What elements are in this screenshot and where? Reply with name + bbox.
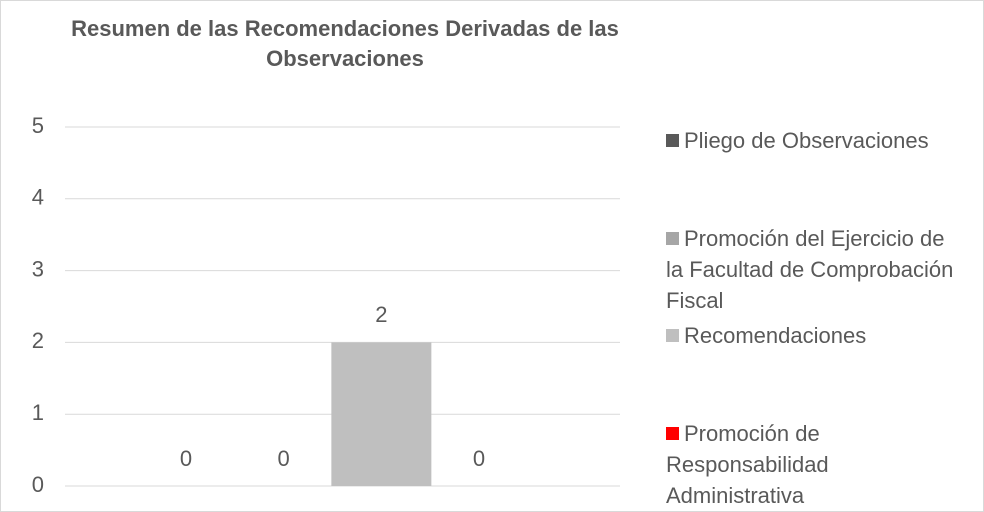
- legend-entry: Recomendaciones: [666, 320, 966, 351]
- y-tick-label: 5: [32, 113, 44, 138]
- data-label: 0: [278, 446, 290, 471]
- chart-title: Resumen de las Recomendaciones Derivadas…: [71, 16, 619, 71]
- legend-swatch: [666, 134, 679, 147]
- y-tick-label: 4: [32, 185, 44, 210]
- legend-swatch: [666, 329, 679, 342]
- y-tick-label: 1: [32, 400, 44, 425]
- data-label: 0: [180, 446, 192, 471]
- legend-entry: Promoción del Ejercicio de la Facultad d…: [666, 223, 966, 316]
- legend-entry: Pliego de Observaciones: [666, 125, 966, 156]
- y-tick-label: 2: [32, 328, 44, 353]
- y-tick-label: 0: [32, 472, 44, 497]
- legend-label: Promoción del Ejercicio de la Facultad d…: [666, 226, 954, 313]
- y-tick-label: 3: [32, 256, 44, 281]
- data-label: 0: [473, 446, 485, 471]
- data-label: 2: [375, 302, 387, 327]
- legend-label: Pliego de Observaciones: [684, 128, 929, 153]
- legend-label: Recomendaciones: [684, 323, 867, 348]
- legend-swatch: [666, 427, 679, 440]
- legend-entry: Promoción de Responsabilidad Administrat…: [666, 418, 966, 511]
- legend-swatch: [666, 232, 679, 245]
- legend-label: Promoción de Responsabilidad Administrat…: [666, 421, 829, 508]
- bar: [331, 342, 432, 486]
